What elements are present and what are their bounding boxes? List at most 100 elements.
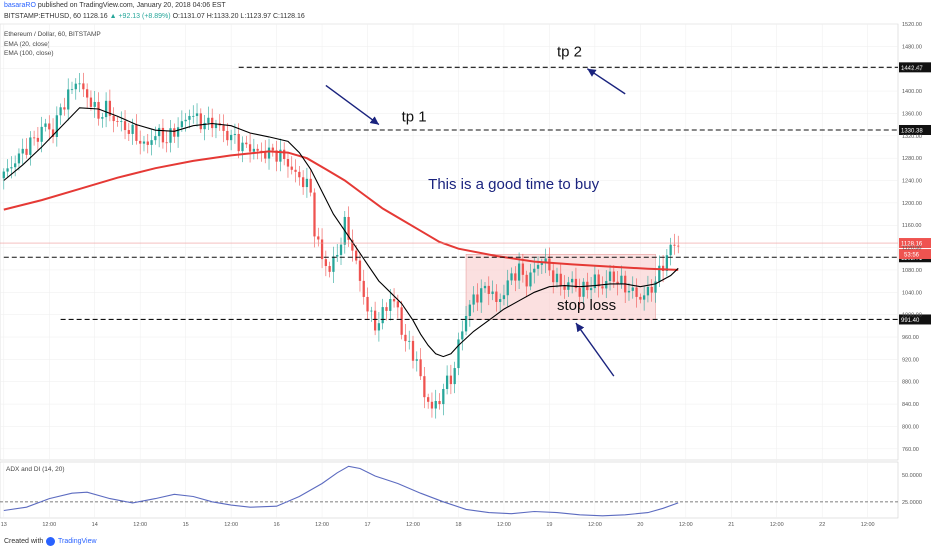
x-tick-label: 13: [1, 522, 7, 528]
candle-body: [411, 340, 415, 361]
candle-body: [123, 121, 127, 131]
y-tick-label: 1320.00: [902, 134, 922, 140]
annotation-text: tp 2: [557, 43, 582, 60]
arrow-line: [586, 68, 626, 95]
annotation-text: stop loss: [557, 297, 616, 314]
candle-body: [211, 117, 214, 129]
countdown-label: 53:56: [904, 253, 920, 259]
candle-body: [612, 271, 615, 282]
candle-body: [207, 117, 210, 123]
y-tick-label: 1120.00: [902, 246, 921, 252]
y-tick-label: 1240.00: [902, 179, 922, 185]
candle-body: [256, 148, 259, 151]
candle-body: [616, 281, 619, 285]
candle-body: [502, 295, 506, 300]
candle-body: [154, 136, 157, 141]
candle-body: [347, 216, 350, 240]
candle-body: [29, 137, 32, 155]
candle-body: [82, 83, 85, 90]
candle-body: [555, 273, 559, 283]
candle-body: [400, 307, 403, 335]
candle-body: [169, 128, 172, 143]
candle-body: [639, 296, 642, 300]
symbol-label: BITSTAMP:ETHUSD, 60: [4, 13, 81, 20]
y-tick-label: 1280.00: [902, 156, 922, 162]
buy-text: This is a good time to buy: [428, 176, 599, 193]
candle-body: [646, 286, 650, 296]
y-tick-label: 880.00: [902, 380, 919, 386]
candle-body: [93, 101, 96, 107]
x-tick-label: 20: [637, 522, 643, 528]
x-tick-label: 12:00: [770, 522, 784, 528]
last-price-tag: [899, 238, 931, 249]
candle-body: [309, 178, 312, 193]
candle-body: [483, 285, 487, 289]
candle-body: [173, 128, 176, 137]
y-tick-label: 920.00: [902, 357, 919, 363]
arrow-line: [325, 84, 380, 126]
candle-body: [449, 375, 453, 385]
candle-body: [366, 296, 369, 312]
candle-body: [438, 400, 441, 405]
candle-body: [237, 133, 240, 152]
candle-body: [233, 133, 237, 135]
candle-body: [116, 121, 119, 122]
candle-body: [427, 397, 430, 402]
candle-body: [108, 100, 112, 116]
x-tick-label: 12:00: [133, 522, 147, 528]
adx-tick-label: 25.0000: [902, 500, 922, 506]
author-link[interactable]: basaraRO: [4, 2, 36, 9]
y-tick-label: 760.00: [902, 447, 919, 453]
candle-body: [658, 265, 661, 282]
candle-body: [601, 286, 604, 289]
candle-body: [370, 310, 373, 312]
candle-body: [158, 127, 161, 137]
level-price-label: 1442.47: [901, 66, 923, 72]
candle-body: [480, 288, 483, 303]
axes: 760.00 800.00 840.00 880.00 920.00 960.00 1000…: [1, 22, 922, 528]
candle-body: [642, 295, 646, 300]
x-tick-label: 15: [183, 522, 189, 528]
x-tick-label: 12:00: [588, 522, 602, 528]
y-tick-label: 1520.00: [902, 22, 922, 28]
candle-body: [188, 115, 191, 120]
candle-body: [101, 117, 104, 119]
candle-body: [40, 126, 43, 142]
candle-body: [17, 153, 21, 164]
y-tick-label: 960.00: [902, 335, 919, 341]
candle-body: [544, 258, 547, 264]
legend-ema20[interactable]: EMA (20, close): [4, 40, 50, 48]
y-tick-label: 1040.00: [902, 290, 922, 296]
x-tick-label: 12:00: [679, 522, 693, 528]
candle-body: [559, 273, 562, 286]
candle-body: [487, 285, 490, 294]
candle-body: [373, 310, 377, 331]
candle-body: [260, 150, 263, 152]
adx-tick-label: 50.0000: [902, 473, 922, 479]
candle-body: [385, 307, 388, 311]
candle-body: [184, 119, 187, 122]
candle-body: [165, 142, 168, 144]
x-tick-label: 16: [274, 522, 280, 528]
tradingview-link[interactable]: TradingView: [58, 538, 97, 545]
candle-body: [214, 123, 218, 129]
candle-body: [627, 290, 631, 293]
candle-body: [203, 122, 206, 130]
candle-body: [392, 298, 396, 302]
candle-body: [665, 255, 669, 271]
candle-body: [86, 89, 89, 98]
y-tick-label: 1440.00: [902, 67, 922, 73]
candle-body: [552, 270, 555, 283]
candle-body: [21, 148, 24, 154]
candle-body: [298, 171, 301, 178]
price-chart[interactable]: 1442.471330.381102.71991.401128.1653:56 …: [0, 0, 932, 534]
candle-body: [582, 281, 585, 297]
candle-body: [597, 274, 600, 287]
candle-body: [226, 130, 229, 141]
candle-body: [442, 388, 445, 405]
candle-body: [563, 285, 566, 290]
level-price-tag: [899, 62, 931, 73]
candle-body: [358, 260, 362, 281]
legend-ema100[interactable]: EMA (100, close): [4, 50, 54, 57]
